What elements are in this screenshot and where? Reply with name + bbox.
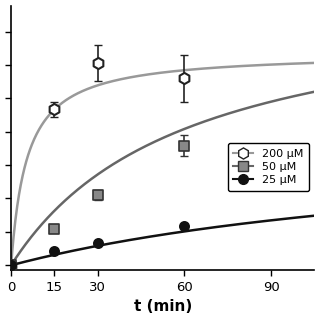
Point <box>9 263 14 268</box>
Point <box>182 224 187 229</box>
Point <box>95 60 100 65</box>
Point <box>52 248 57 253</box>
X-axis label: t (min): t (min) <box>134 300 192 315</box>
Point <box>95 193 100 198</box>
Point <box>9 263 14 268</box>
Point <box>182 143 187 148</box>
Legend: 200 μM, 50 μM, 25 μM: 200 μM, 50 μM, 25 μM <box>228 143 309 191</box>
Point <box>9 263 14 268</box>
Point <box>52 226 57 231</box>
Point <box>52 107 57 112</box>
Point <box>182 76 187 81</box>
Point <box>95 241 100 246</box>
